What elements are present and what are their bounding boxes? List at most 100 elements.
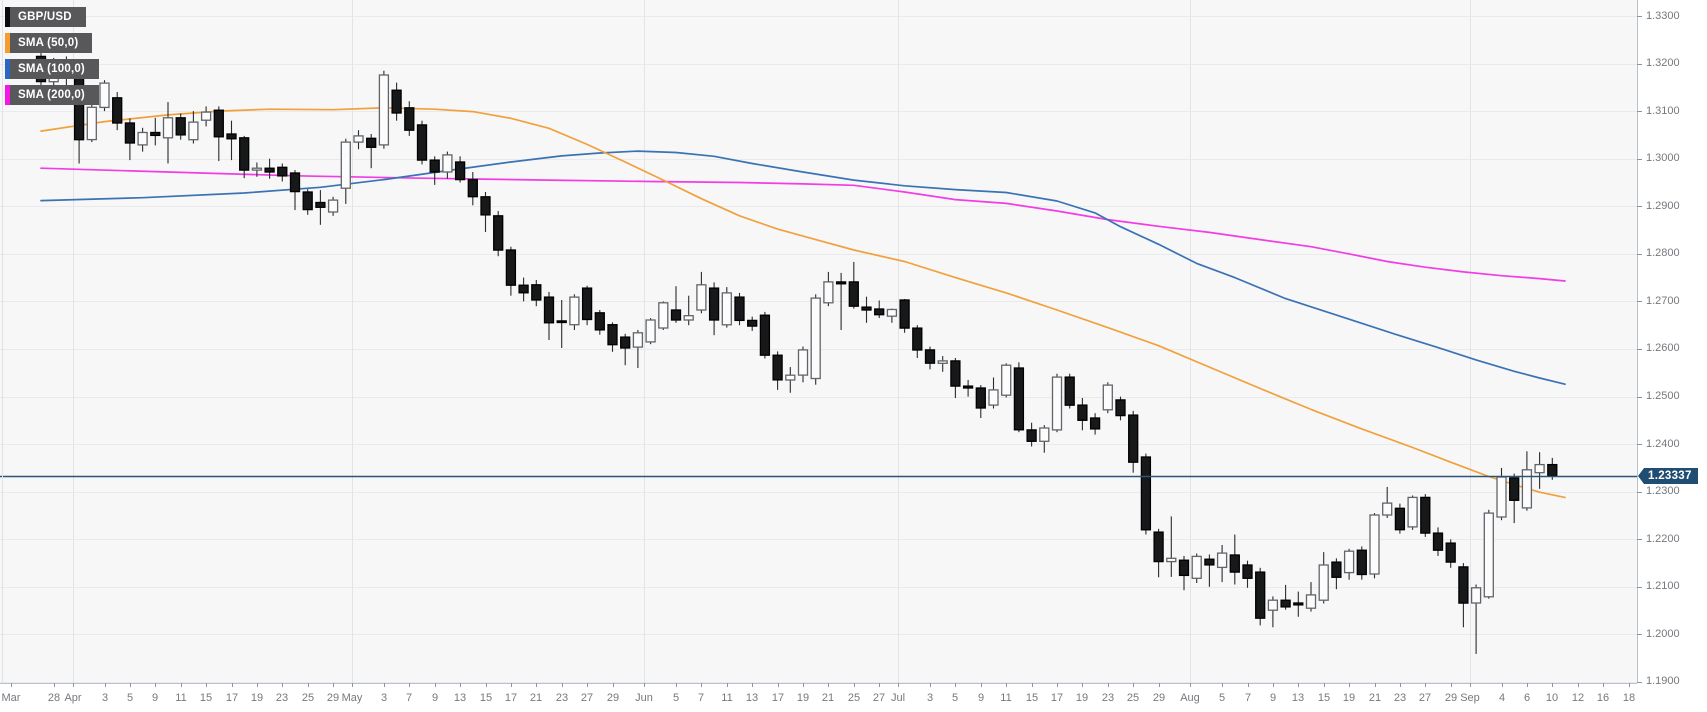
candle-up (1305, 594, 1317, 609)
candle-up (378, 74, 390, 146)
x-axis-label: 13 (1291, 692, 1305, 704)
x-axis-label: 3 (101, 692, 109, 704)
candle-up (937, 360, 948, 364)
candle-up (200, 111, 212, 121)
candle-up (785, 374, 796, 381)
candle-down (962, 385, 974, 389)
x-axis-label: 12 (1571, 692, 1585, 704)
candle-down (772, 354, 783, 381)
candle-up (569, 296, 580, 326)
x-axis-label: 5 (126, 692, 134, 704)
candle-down (594, 312, 605, 331)
candle-down (175, 117, 186, 136)
candle-down (1356, 549, 1367, 576)
x-axis-label: 7 (1244, 692, 1252, 704)
candle-up (683, 315, 694, 321)
x-axis-label: Jun (635, 692, 653, 704)
candle-down (1077, 404, 1088, 421)
candle-down (1509, 477, 1520, 501)
candle-down (1331, 561, 1342, 578)
candle-down (315, 201, 326, 208)
candle-down (1242, 564, 1253, 579)
x-axis-label: 19 (796, 692, 810, 704)
candle-up (1267, 599, 1279, 611)
legend-item-label: GBP/USD (18, 11, 72, 23)
candle-down (1420, 496, 1431, 534)
candle-up (1318, 564, 1329, 601)
candle-up (1166, 557, 1177, 563)
candle-down (289, 172, 301, 193)
x-axis-label: 23 (1101, 692, 1115, 704)
candle-down (1229, 554, 1240, 573)
x-axis-label: 29 (1444, 692, 1458, 704)
candle-down (124, 122, 136, 144)
x-axis-label: 9 (1269, 692, 1277, 704)
candle-up (340, 141, 351, 189)
candle-up (797, 349, 809, 376)
candle-down (950, 360, 961, 387)
legend-item-sma100[interactable]: SMA (100,0) (5, 59, 99, 79)
last-price-value: 1.23337 (1644, 468, 1698, 484)
legend-item-label: SMA (200,0) (18, 89, 85, 101)
y-axis-label: 1.2300 (1646, 485, 1680, 497)
x-axis-label: 11 (175, 692, 187, 704)
candle-down (1204, 558, 1215, 566)
x-axis-label: Jul (890, 692, 906, 704)
candle-down (899, 299, 910, 329)
candle-up (1343, 550, 1355, 574)
candle-down (505, 249, 517, 286)
x-axis-label: 21 (821, 692, 835, 704)
candle-down (150, 131, 161, 137)
candle-down (531, 284, 542, 301)
legend-item-label: SMA (50,0) (18, 37, 79, 49)
candle-up (886, 308, 898, 317)
legend-item-sma50[interactable]: SMA (50,0) (5, 33, 93, 53)
x-axis-label: 11 (721, 692, 733, 704)
candle-down (1255, 571, 1266, 619)
x-axis-label: 3 (926, 692, 934, 704)
y-axis-label: 1.2200 (1646, 533, 1680, 545)
y-axis-label: 1.2100 (1646, 580, 1680, 592)
candle-up (810, 297, 821, 380)
indicator-line-sma-100 (40, 150, 1566, 386)
candle-down (1458, 566, 1469, 604)
legend-item-sma200[interactable]: SMA (200,0) (5, 85, 99, 105)
x-axis-label: 19 (1075, 692, 1089, 704)
x-axis-label: 13 (745, 692, 759, 704)
x-axis-label: 5 (1218, 692, 1226, 704)
legend-item-symbol[interactable]: GBP/USD (5, 7, 86, 27)
grid-horizontal (0, 16, 1637, 683)
candle-down (112, 97, 123, 124)
candle-down (518, 284, 529, 294)
candle-up (632, 332, 644, 348)
x-axis-label: 17 (504, 692, 518, 704)
candle-down (416, 124, 428, 161)
x-axis-label: 23 (555, 692, 569, 704)
last-price-tag: 1.23337 (1638, 468, 1698, 484)
legend-item-label: SMA (100,0) (18, 63, 85, 75)
candle-down (1547, 463, 1558, 477)
x-axis-label: 21 (529, 692, 543, 704)
candles-layer (35, 53, 1558, 654)
x-axis-label: 9 (151, 692, 159, 704)
candle-down (861, 306, 872, 311)
x-axis-label: 13 (453, 692, 467, 704)
candle-up (86, 106, 97, 141)
candle-down (454, 161, 466, 181)
candle-up (1102, 384, 1113, 411)
candle-up (823, 281, 834, 304)
y-axis-label: 1.2800 (1646, 247, 1680, 259)
x-axis-label: 7 (697, 692, 705, 704)
candle-up (1483, 512, 1494, 598)
candle-down (975, 387, 986, 409)
candle-up (721, 292, 732, 326)
x-axis-label: 25 (847, 692, 861, 704)
candle-down (277, 166, 288, 177)
y-axis-label: 1.3000 (1646, 152, 1680, 164)
candle-down (493, 215, 504, 251)
candle-down (848, 281, 859, 307)
y-axis-label: 1.2000 (1646, 628, 1680, 640)
candle-up (251, 167, 263, 171)
candle-down (480, 196, 491, 216)
